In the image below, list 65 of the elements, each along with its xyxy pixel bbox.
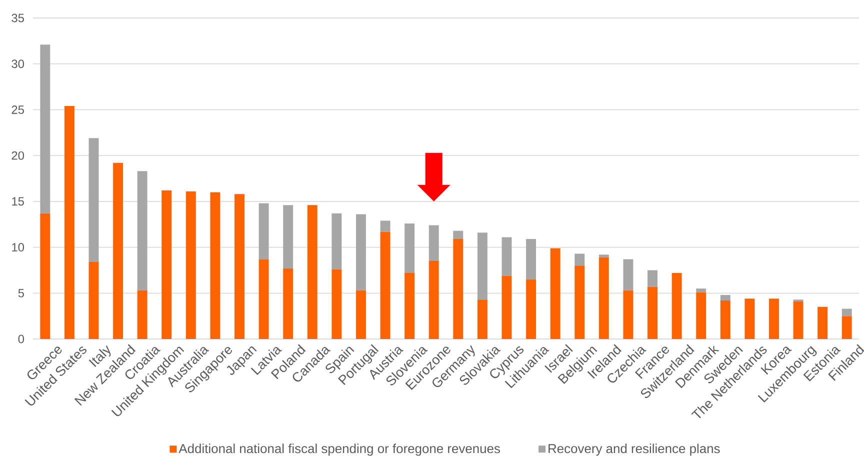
bar xyxy=(744,298,755,339)
y-tick-label: 5 xyxy=(18,288,24,298)
bar xyxy=(258,203,269,260)
bar xyxy=(283,268,294,339)
bar xyxy=(332,213,342,270)
bar xyxy=(574,254,585,266)
bar xyxy=(64,106,74,339)
bar xyxy=(113,162,124,339)
bar xyxy=(40,44,50,214)
bar xyxy=(307,205,318,339)
y-tick-label: 35 xyxy=(12,14,24,22)
bar xyxy=(648,270,658,287)
bar xyxy=(428,261,439,339)
bar xyxy=(453,239,464,339)
bar xyxy=(283,205,294,268)
bar xyxy=(380,220,390,232)
bar xyxy=(502,237,512,276)
y-tick-label: 20 xyxy=(12,151,24,160)
bar xyxy=(502,276,512,339)
bar xyxy=(720,294,730,300)
y-tick-label: 10 xyxy=(12,243,24,252)
bar xyxy=(88,138,99,262)
legend-label: Additional national fiscal spending or foregone revenues xyxy=(178,444,500,456)
y-tick-label: 15 xyxy=(12,197,24,206)
bar xyxy=(598,257,609,339)
bar xyxy=(88,262,99,339)
bar xyxy=(696,288,706,292)
y-tick-label: 0 xyxy=(18,334,24,344)
bar xyxy=(162,190,172,339)
bar xyxy=(818,306,828,339)
y-tick-label: 30 xyxy=(12,60,24,68)
bar xyxy=(380,232,390,339)
bar xyxy=(428,225,439,262)
bar xyxy=(672,272,682,339)
bar xyxy=(598,254,609,258)
bar xyxy=(720,300,730,339)
bar xyxy=(526,279,536,339)
bar xyxy=(404,223,415,273)
bar xyxy=(526,239,536,280)
bar xyxy=(793,301,804,339)
y-tick-label: 25 xyxy=(12,105,24,114)
bar xyxy=(332,269,342,339)
bar xyxy=(210,192,220,339)
bar xyxy=(186,191,196,339)
bar xyxy=(477,300,488,339)
bar xyxy=(137,290,148,339)
bar xyxy=(623,259,634,290)
bar xyxy=(696,292,706,339)
bar xyxy=(623,290,634,339)
bar xyxy=(258,259,269,339)
bar xyxy=(137,171,148,290)
bar xyxy=(477,232,488,300)
bar xyxy=(842,308,852,316)
bar xyxy=(550,248,560,339)
bar xyxy=(574,266,585,339)
bar xyxy=(356,290,366,339)
bar xyxy=(453,230,464,240)
bar xyxy=(40,213,50,339)
bar xyxy=(404,272,415,339)
bar xyxy=(234,194,244,339)
legend-label: Recovery and resilience plans xyxy=(548,444,720,456)
bar xyxy=(648,286,658,339)
bar xyxy=(768,298,779,339)
bar xyxy=(356,214,366,290)
bar xyxy=(842,316,852,339)
